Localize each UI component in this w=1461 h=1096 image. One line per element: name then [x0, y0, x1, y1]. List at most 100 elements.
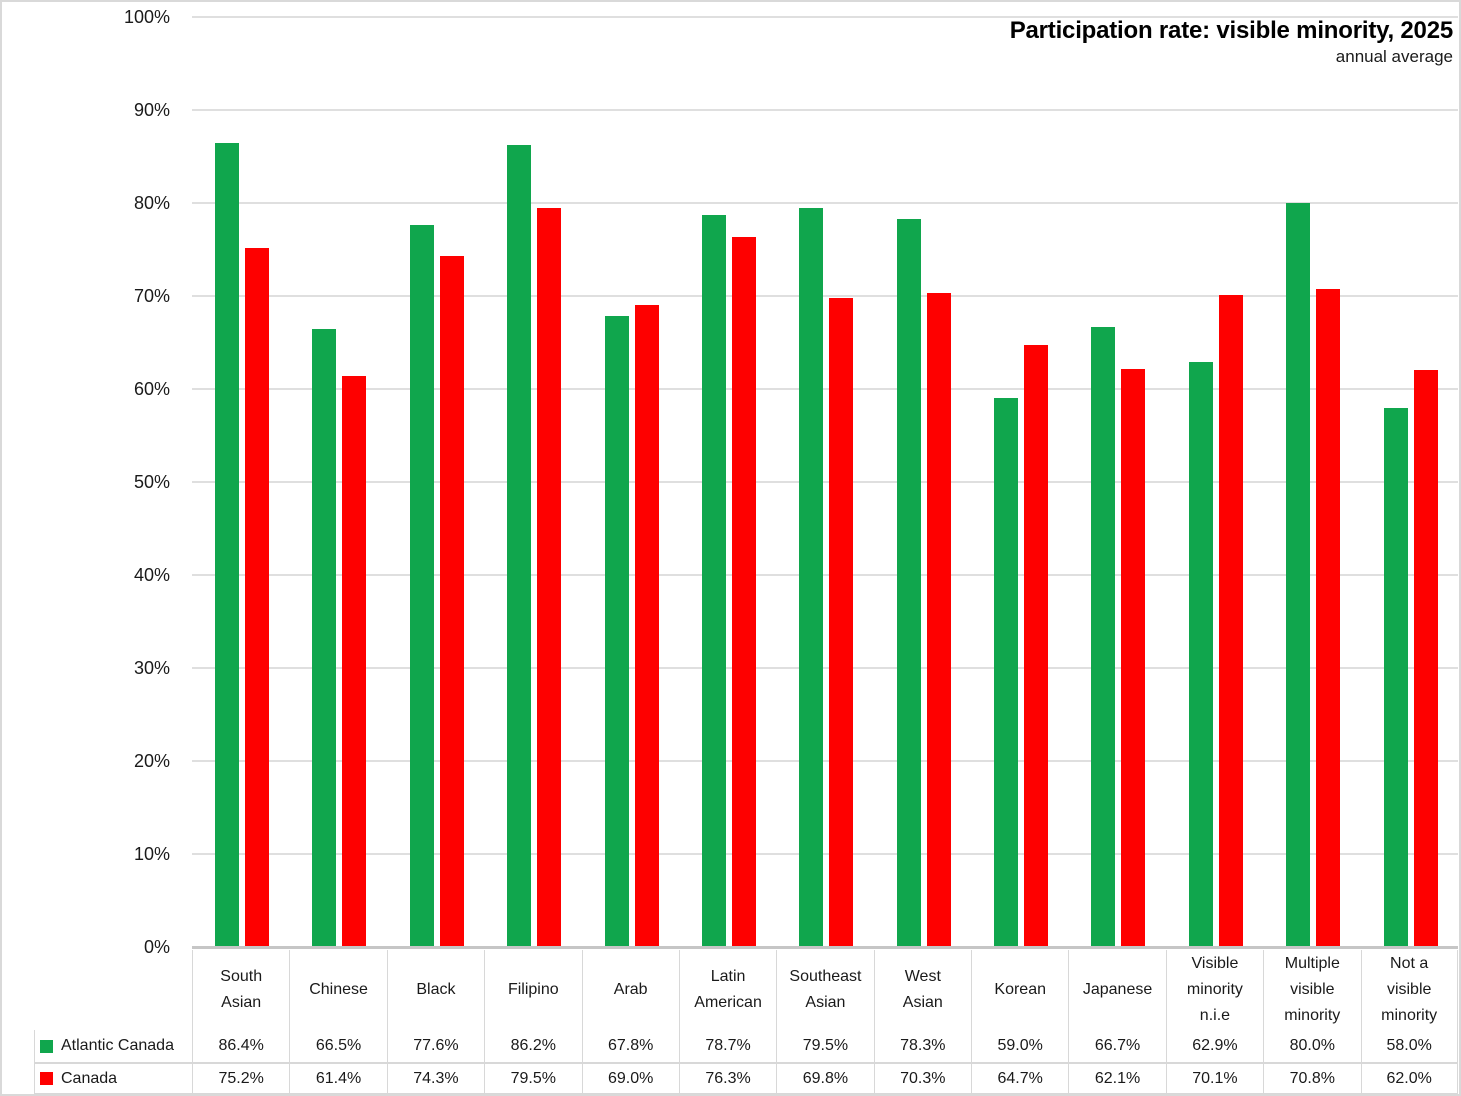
category-header-cell: South Asian — [192, 950, 289, 1030]
value-cell: 70.8% — [1263, 1063, 1361, 1094]
series-name: Atlantic Canada — [61, 1037, 174, 1054]
bar-atlantic-canada — [1286, 203, 1311, 947]
bar-atlantic-canada — [215, 143, 239, 947]
category-header-cell: Japanese — [1068, 950, 1165, 1030]
category-header-cell: Arab — [581, 950, 679, 1030]
bar-group — [1068, 17, 1165, 947]
bar-canada — [731, 237, 756, 947]
y-tick-label: 80% — [133, 193, 170, 213]
category-header-cell: Visible minority n.i.e — [1165, 950, 1263, 1030]
value-cell: 70.1% — [1165, 1063, 1264, 1094]
bar-group — [679, 17, 776, 947]
gridline-60% — [192, 388, 1458, 390]
gridline-90% — [192, 109, 1458, 111]
bar-canada — [1316, 288, 1341, 947]
bar-atlantic-canada — [604, 316, 629, 947]
bar-atlantic-canada — [507, 145, 532, 947]
value-cell: 76.3% — [678, 1063, 777, 1094]
legend-label-cell: Canada — [34, 1063, 192, 1094]
y-tick-label: 20% — [133, 751, 170, 771]
category-header-cell: Multiple visible minority — [1263, 950, 1360, 1030]
bar-canada — [537, 207, 562, 947]
bar-canada — [1218, 295, 1243, 947]
gridline-20% — [192, 760, 1458, 762]
legend-swatch-atlantic-canada — [40, 1039, 53, 1053]
value-cell: 58.0% — [1360, 1030, 1458, 1063]
gridline-50% — [192, 481, 1458, 483]
bar-group — [192, 17, 289, 947]
series-name: Canada — [61, 1069, 118, 1087]
chart-title-block: Participation rate: visible minority, 20… — [1009, 16, 1454, 67]
value-cell: 61.4% — [289, 1063, 387, 1094]
bar-canada — [245, 247, 269, 947]
category-header-cell: Southeast Asian — [776, 950, 873, 1030]
y-tick-label: 60% — [133, 379, 170, 399]
category-header-cell: Not a visible minority — [1360, 950, 1458, 1030]
bar-group — [387, 17, 484, 947]
value-cell: 70.3% — [873, 1063, 971, 1094]
category-header-cell: Korean — [971, 950, 1068, 1030]
value-cell: 69.0% — [581, 1063, 679, 1094]
data-table: South Asian Chinese Black Filipino Arab Latin… — [34, 950, 1458, 1094]
bar-canada — [342, 375, 367, 947]
bar-canada — [1413, 370, 1438, 947]
gridline-30% — [192, 667, 1458, 669]
value-cell: 59.0% — [971, 1030, 1069, 1063]
value-cell: 75.2% — [192, 1063, 290, 1094]
bar-atlantic-canada — [1188, 362, 1213, 947]
bar-group — [874, 17, 971, 947]
table-corner-cell — [34, 950, 192, 1030]
chart-title: Participation rate: visible minority, 20… — [1009, 17, 1454, 44]
value-cell: 77.6% — [386, 1030, 485, 1063]
legend-label-cell: Atlantic Canada — [34, 1030, 192, 1063]
gridline-10% — [192, 853, 1458, 855]
value-cell: 79.5% — [776, 1030, 874, 1063]
gridline-100% — [192, 16, 1458, 18]
value-cell: 78.7% — [678, 1030, 777, 1063]
bar-group — [289, 17, 386, 947]
bar-canada — [1024, 345, 1049, 947]
value-cell: 62.1% — [1068, 1063, 1166, 1094]
bar-group — [776, 17, 873, 947]
value-cell: 80.0% — [1263, 1030, 1361, 1063]
x-axis-line — [192, 946, 1458, 949]
bar-atlantic-canada — [312, 328, 337, 947]
bar-atlantic-canada — [994, 398, 1019, 947]
value-cell: 62.9% — [1165, 1030, 1264, 1063]
value-cell: 78.3% — [873, 1030, 971, 1063]
bar-canada — [1121, 369, 1146, 947]
y-tick-label: 70% — [133, 286, 170, 306]
bar-canada — [926, 293, 951, 947]
category-header-cell: Filipino — [484, 950, 581, 1030]
value-cell: 86.4% — [192, 1030, 290, 1063]
y-tick-label: 0% — [143, 937, 170, 957]
y-tick-label: 40% — [133, 565, 170, 585]
bar-group — [1263, 17, 1360, 947]
value-cell: 64.7% — [971, 1063, 1069, 1094]
y-tick-label: 100% — [123, 7, 170, 27]
bar-group — [1166, 17, 1263, 947]
bar-atlantic-canada — [409, 225, 434, 947]
value-cell: 86.2% — [484, 1030, 582, 1063]
gridline-80% — [192, 202, 1458, 204]
value-cell: 62.0% — [1360, 1063, 1458, 1094]
bar-group — [484, 17, 581, 947]
y-tick-label: 30% — [133, 658, 170, 678]
bar-group — [971, 17, 1068, 947]
category-header-cell: Chinese — [289, 950, 386, 1030]
gridline-70% — [192, 295, 1458, 297]
value-cell: 66.5% — [289, 1030, 387, 1063]
value-cell: 69.8% — [776, 1063, 874, 1094]
value-cell: 66.7% — [1068, 1030, 1166, 1063]
bar-canada — [634, 305, 659, 947]
bar-atlantic-canada — [896, 218, 921, 947]
bar-atlantic-canada — [701, 215, 726, 947]
chart-subtitle: annual average — [1335, 47, 1453, 66]
plot-area — [192, 16, 1458, 947]
gridline-40% — [192, 574, 1458, 576]
y-tick-label: 90% — [133, 100, 170, 120]
bar-atlantic-canada — [1383, 407, 1408, 947]
category-header-cell: Latin American — [678, 950, 776, 1030]
bar-canada — [829, 297, 854, 947]
